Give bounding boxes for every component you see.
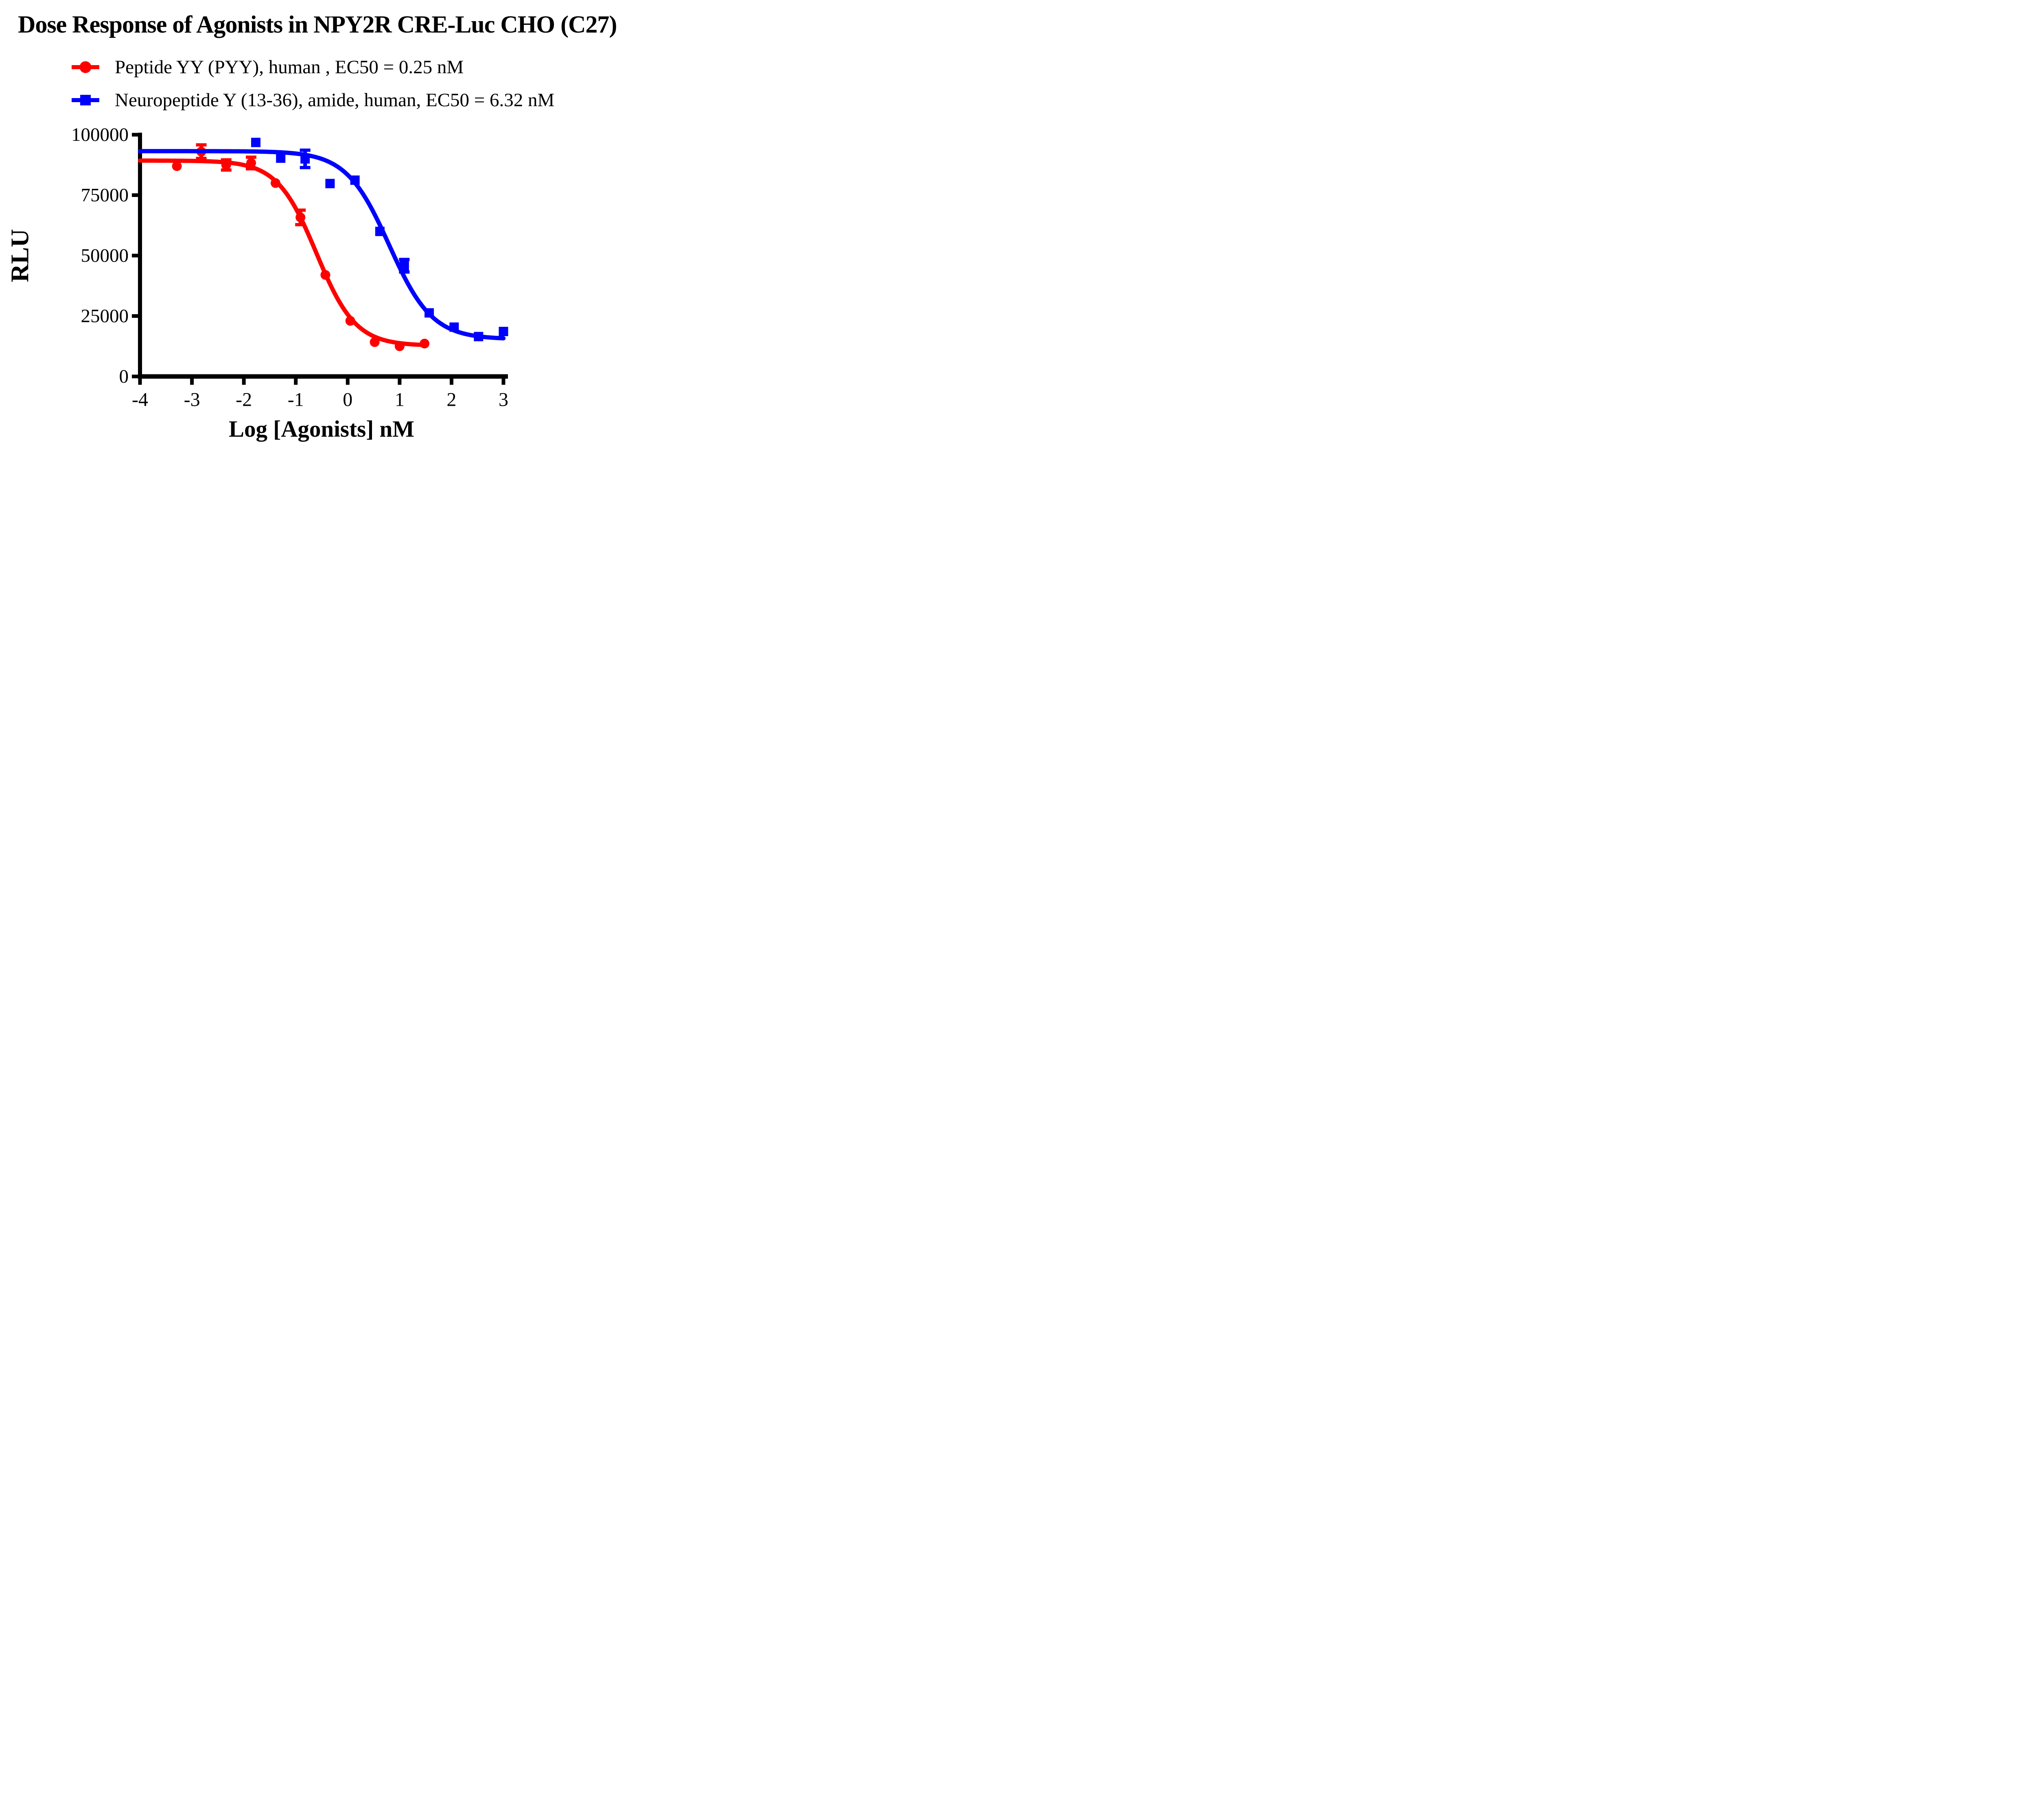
legend-marker-red-circle-icon: [72, 61, 99, 73]
data-point-pyy: [345, 316, 355, 326]
data-point-npy: [449, 322, 459, 332]
y-tick-label: 50000: [81, 245, 129, 266]
data-point-npy: [499, 327, 508, 337]
plot-area: 0 25000 50000 75000 100000 -4 -3 -2 -1 0 1 2 3: [71, 124, 508, 411]
x-tick-label: 0: [343, 389, 352, 411]
legend-item-pyy: Peptide YY (PYY), human , EC50 = 0.25 nM: [71, 50, 554, 83]
legend-label-pyy: Peptide YY (PYY), human , EC50 = 0.25 nM: [115, 56, 464, 78]
fit-curve-pyy: [138, 158, 427, 347]
data-point-npy: [399, 261, 409, 271]
x-tick-label: 2: [446, 389, 456, 411]
legend-marker-blue-square-icon: [72, 94, 99, 105]
data-point-npy: [375, 227, 385, 236]
y-tick-label: 75000: [81, 185, 129, 206]
legend-item-npy: Neuropeptide Y (13-36), amide, human, EC…: [71, 83, 554, 116]
x-tick-label: -4: [132, 389, 148, 411]
x-tick-label: -2: [236, 389, 252, 411]
figure: Dose Response of Agonists in NPY2R CRE-L…: [0, 0, 636, 455]
data-point-pyy: [221, 160, 231, 170]
data-point-pyy: [246, 158, 256, 168]
data-point-pyy: [370, 337, 380, 347]
data-point-npy: [276, 153, 286, 163]
y-tick-label: 100000: [71, 124, 129, 145]
x-tick-label: -1: [288, 389, 304, 411]
data-point-npy: [300, 154, 310, 164]
data-point-pyy: [172, 161, 182, 171]
data-point-pyy: [420, 339, 430, 349]
legend-label-npy: Neuropeptide Y (13-36), amide, human, EC…: [115, 89, 555, 111]
y-tick-label: 25000: [81, 306, 129, 327]
fit-curve-npy: [138, 149, 506, 341]
x-tick-label: 1: [395, 389, 405, 411]
data-point-pyy: [320, 270, 330, 280]
legend: Peptide YY (PYY), human , EC50 = 0.25 nM…: [71, 50, 554, 116]
chart-title: Dose Response of Agonists in NPY2R CRE-L…: [18, 11, 617, 38]
y-tick-label: 0: [119, 366, 129, 387]
data-point-pyy: [394, 341, 405, 351]
x-axis-title: Log [Agonists] nM: [228, 416, 415, 442]
data-point-npy: [350, 175, 360, 185]
x-tick-label: -3: [184, 389, 200, 411]
x-tick-label: 3: [499, 389, 508, 411]
data-point-npy: [474, 332, 484, 341]
data-point-pyy: [295, 212, 306, 223]
y-axis-title: RLU: [6, 229, 34, 282]
data-point-pyy: [270, 178, 280, 188]
data-point-npy: [425, 308, 434, 318]
data-point-npy: [251, 138, 260, 147]
data-point-npy: [325, 179, 335, 188]
